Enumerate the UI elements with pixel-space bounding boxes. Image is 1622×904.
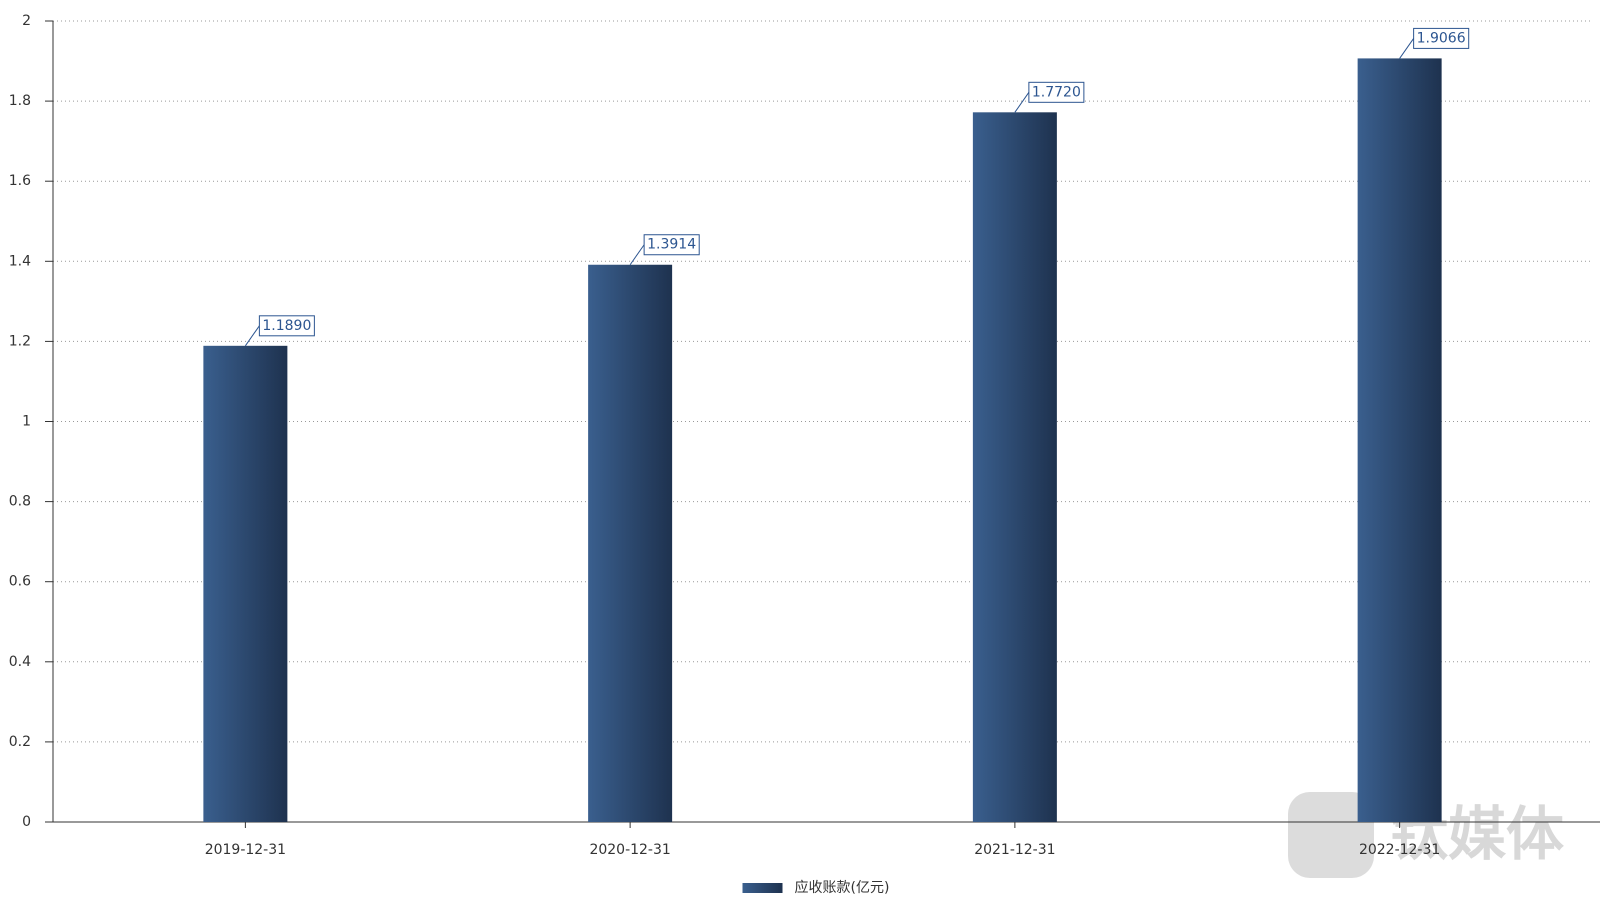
y-tick-label: 0.2 bbox=[9, 734, 31, 750]
legend: 应收账款(亿元) bbox=[742, 879, 890, 896]
y-tick-label: 1.6 bbox=[9, 173, 31, 189]
watermark-icon bbox=[1288, 792, 1374, 878]
value-label: 1.7720 bbox=[1032, 84, 1081, 100]
label-leader bbox=[1399, 38, 1415, 59]
bar bbox=[972, 112, 1057, 822]
bar bbox=[203, 345, 288, 822]
value-label-box bbox=[258, 315, 315, 337]
bar bbox=[1357, 58, 1442, 823]
value-label-box bbox=[643, 234, 700, 256]
y-tick-label: 0.8 bbox=[9, 494, 31, 510]
y-tick-label: 0.4 bbox=[9, 654, 31, 670]
label-leader bbox=[244, 325, 260, 347]
y-tick-label: 1.4 bbox=[9, 253, 31, 269]
label-leader bbox=[629, 244, 645, 266]
value-label-box bbox=[1413, 27, 1470, 49]
x-tick-label: 2021-12-31 bbox=[974, 842, 1055, 858]
y-tick-label: 1.8 bbox=[9, 93, 31, 109]
bar bbox=[588, 264, 673, 823]
value-label: 1.3914 bbox=[647, 237, 696, 253]
y-tick-label: 1.2 bbox=[9, 333, 31, 349]
y-tick-label: 0.6 bbox=[9, 574, 31, 590]
legend-swatch bbox=[742, 883, 783, 893]
x-tick-label: 2019-12-31 bbox=[205, 842, 286, 858]
y-tick-label: 2 bbox=[22, 13, 31, 29]
watermark: 钛媒体 bbox=[1288, 792, 1564, 878]
legend-label: 应收账款(亿元) bbox=[795, 879, 890, 896]
value-label: 1.9066 bbox=[1417, 30, 1466, 46]
x-tick-label: 2020-12-31 bbox=[589, 842, 670, 858]
value-label: 1.1890 bbox=[262, 318, 311, 334]
y-tick-label: 1 bbox=[22, 414, 31, 430]
x-tick-label: 2022-12-31 bbox=[1359, 842, 1440, 858]
y-tick-label: 0 bbox=[22, 814, 31, 830]
label-leader bbox=[1014, 92, 1030, 113]
value-label-box bbox=[1028, 81, 1085, 103]
